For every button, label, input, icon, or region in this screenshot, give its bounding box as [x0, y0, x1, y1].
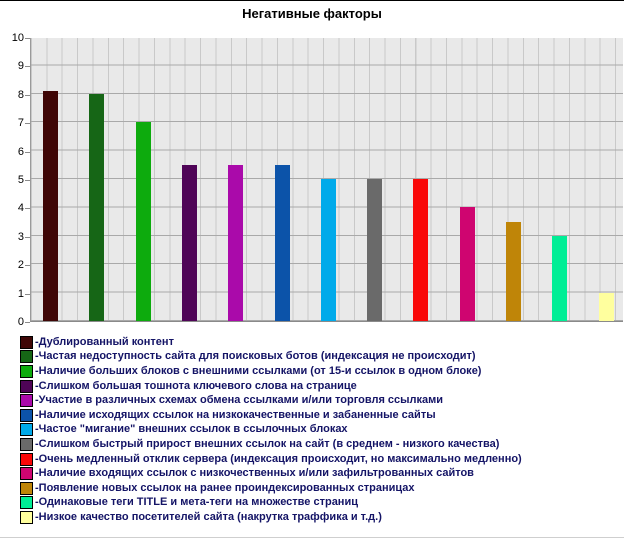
- y-tick-label-6: 6: [17, 145, 24, 158]
- legend-item-1: -Дублированный контент: [20, 335, 620, 350]
- legend-label: -Наличие больших блоков с внешними ссылк…: [35, 364, 482, 377]
- legend-swatch: [20, 350, 33, 364]
- legend-item-7: -Частое "мигание" внешних ссылок в ссыло…: [20, 423, 620, 438]
- legend-item-13: -Низкое качество посетителей сайта (накр…: [20, 510, 620, 525]
- bar-7: [320, 179, 336, 321]
- bar-10: [459, 207, 475, 321]
- legend-item-11: -Появление новых ссылок на ранее проинде…: [20, 481, 620, 496]
- legend-label: -Появление новых ссылок на ранее проинде…: [35, 481, 415, 494]
- legend-label: -Очень медленный отклик сервера (индекса…: [35, 452, 522, 465]
- chart-title: Негативные факторы: [242, 6, 382, 21]
- bar-11: [506, 221, 521, 321]
- legend-label: -Участие в различных схемах обмена ссылк…: [35, 394, 444, 407]
- bar-5: [228, 164, 244, 321]
- legend-label: -Низкое качество посетителей сайта (накр…: [35, 510, 382, 523]
- bar-13: [598, 292, 614, 321]
- legend-item-9: -Очень медленный отклик сервера (индекса…: [20, 452, 620, 467]
- y-tick-mark: [25, 123, 30, 125]
- plot-area: [30, 38, 623, 322]
- legend-swatch: [20, 496, 33, 510]
- y-tick-label-7: 7: [17, 117, 24, 130]
- y-tick-mark: [25, 94, 30, 96]
- y-tick-mark: [25, 151, 30, 153]
- legend-swatch: [20, 423, 33, 437]
- y-tick-mark: [25, 38, 30, 39]
- legend: -Дублированный контент -Частая недоступно…: [20, 335, 620, 525]
- legend-item-6: -Наличие исходящих ссылок на низкокачест…: [20, 408, 620, 423]
- y-tick-mark: [25, 208, 30, 210]
- y-tick-label-4: 4: [17, 202, 24, 215]
- bar-4: [181, 164, 197, 321]
- legend-label: -Наличие входящих ссылок с низкочественн…: [35, 467, 474, 480]
- y-tick-mark: [25, 236, 30, 238]
- bar-1: [43, 90, 58, 321]
- y-tick-label-8: 8: [17, 88, 24, 101]
- legend-swatch: [20, 335, 33, 349]
- y-tick-mark: [25, 180, 30, 181]
- bar-3: [135, 122, 151, 321]
- legend-swatch: [20, 481, 33, 495]
- y-tick-mark: [25, 66, 30, 68]
- y-tick-mark: [25, 265, 30, 267]
- legend-item-2: -Частая недоступность сайта для поисковы…: [20, 350, 620, 365]
- y-tick-mark: [25, 293, 30, 295]
- legend-label: -Слишком быстрый прирост внешних ссылок …: [35, 437, 500, 450]
- legend-label: -Частое "мигание" внешних ссылок в ссыло…: [35, 423, 348, 436]
- y-tick-label-2: 2: [17, 259, 24, 272]
- top-border-line: [0, 0, 624, 1]
- y-tick-label-10: 10: [11, 32, 24, 44]
- legend-swatch: [20, 452, 33, 466]
- bar-8: [367, 179, 383, 321]
- legend-item-12: -Одинаковые теги TITLE и мета-теги на мн…: [20, 496, 620, 511]
- legend-item-8: -Слишком быстрый прирост внешних ссылок …: [20, 437, 620, 452]
- y-tick-label-9: 9: [17, 60, 24, 73]
- legend-label: -Наличие исходящих ссылок на низкокачест…: [35, 408, 436, 421]
- y-tick-label-5: 5: [17, 174, 24, 186]
- y-tick-label-3: 3: [17, 230, 24, 243]
- legend-swatch: [20, 408, 33, 422]
- legend-swatch: [20, 364, 33, 378]
- legend-swatch: [20, 379, 33, 393]
- y-tick-mark: [25, 322, 30, 323]
- y-tick-label-0: 0: [17, 316, 24, 328]
- legend-swatch: [20, 437, 33, 451]
- bottom-border-line: [0, 537, 624, 538]
- legend-label: -Частая недоступность сайта для поисковы…: [35, 350, 476, 363]
- legend-label: -Дублированный контент: [35, 335, 174, 348]
- bar-12: [552, 235, 568, 321]
- legend-label: -Слишком большая тошнота ключевого слова…: [35, 379, 357, 392]
- bar-2: [89, 93, 105, 321]
- legend-item-3: -Наличие больших блоков с внешними ссылк…: [20, 364, 620, 379]
- bar-9: [413, 179, 429, 321]
- legend-item-5: -Участие в различных схемах обмена ссылк…: [20, 393, 620, 408]
- legend-swatch: [20, 510, 33, 524]
- legend-label: -Одинаковые теги TITLE и мета-теги на мн…: [35, 496, 358, 509]
- y-tick-label-1: 1: [17, 287, 24, 300]
- legend-item-10: -Наличие входящих ссылок с низкочественн…: [20, 466, 620, 481]
- bar-6: [274, 164, 290, 321]
- legend-item-4: -Слишком большая тошнота ключевого слова…: [20, 379, 620, 394]
- legend-swatch: [20, 394, 33, 408]
- legend-swatch: [20, 467, 33, 481]
